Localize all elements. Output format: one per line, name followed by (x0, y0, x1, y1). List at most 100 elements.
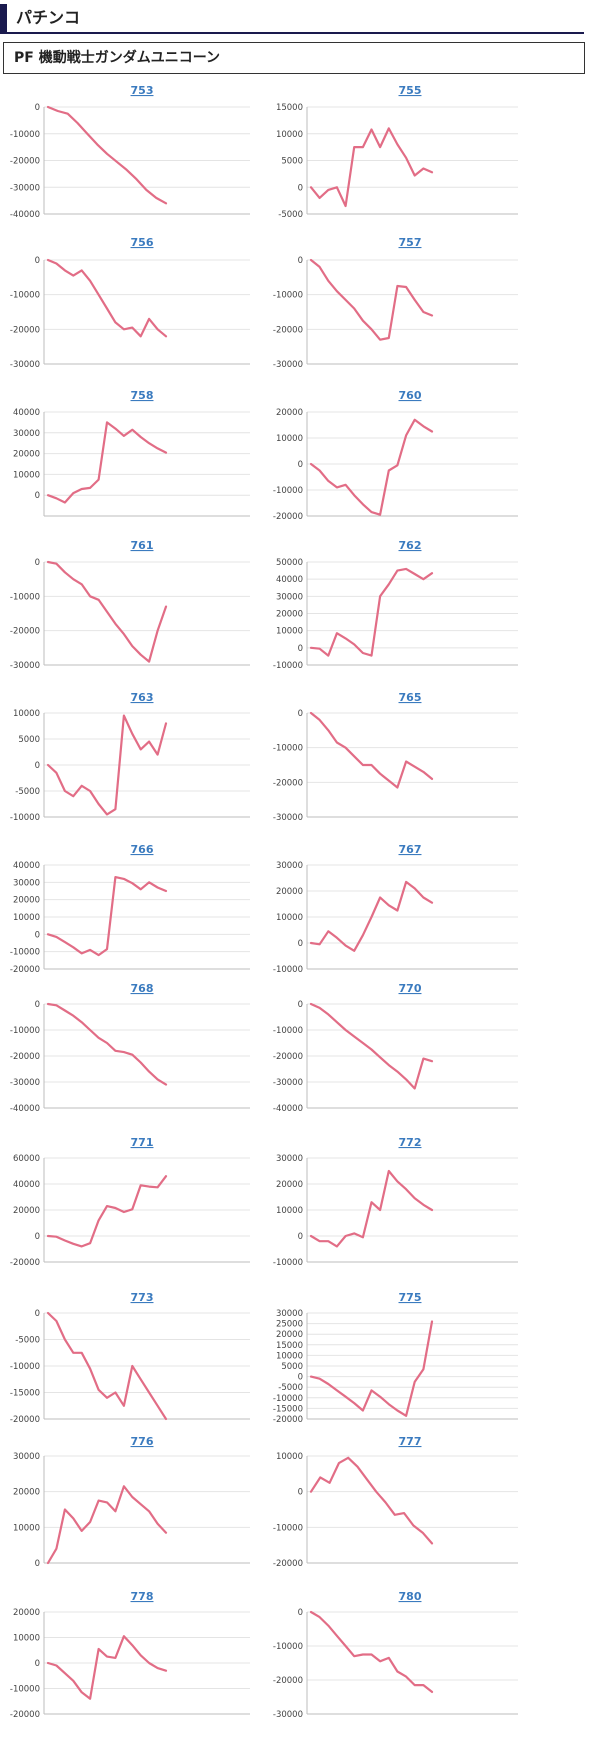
tick-label: -10000 (10, 813, 40, 823)
series-line (309, 880, 434, 952)
series-line (309, 1320, 434, 1417)
tick-label: -10000 (10, 1685, 40, 1695)
tick-label: 40000 (13, 861, 40, 871)
chart-title[interactable]: 768 (131, 982, 154, 995)
tick-label: -20000 (10, 627, 40, 637)
tick-label: 10000 (276, 1351, 303, 1361)
chart-title[interactable]: 767 (399, 843, 422, 856)
tick-label: 15000 (276, 103, 303, 113)
chart-title[interactable]: 760 (399, 389, 422, 402)
tick-label: 10000 (276, 434, 303, 444)
chart-title[interactable]: 756 (131, 236, 154, 249)
chart-title[interactable]: 753 (131, 84, 154, 97)
tick-label: 30000 (13, 1452, 40, 1462)
tick-label: -20000 (273, 1052, 303, 1062)
tick-label: -10000 (10, 291, 40, 301)
tick-label: -10000 (273, 1523, 303, 1533)
machine-name: PF 機動戦士ガンダムユニコーン (14, 50, 220, 66)
chart-763: 763 10000 5000 0 -5000 -10000 (10, 691, 250, 823)
tick-label: 0 (298, 256, 303, 266)
tick-label: -30000 (273, 1710, 303, 1720)
tick-label: 0 (298, 1488, 303, 1498)
tick-label: 0 (35, 558, 40, 568)
chart-title[interactable]: 765 (399, 691, 422, 704)
chart-772: 772 30000 20000 10000 0 -10000 (273, 1136, 518, 1268)
chart-title[interactable]: 776 (131, 1435, 154, 1448)
tick-label: 30000 (276, 1309, 303, 1319)
tick-label: 20000 (13, 450, 40, 460)
tick-label: 0 (298, 1232, 303, 1242)
tick-label: 20000 (276, 1180, 303, 1190)
tick-label: 20000 (13, 1488, 40, 1498)
tick-label: -10000 (273, 1258, 303, 1268)
chart-title[interactable]: 762 (399, 539, 422, 552)
chart-title[interactable]: 757 (399, 236, 422, 249)
series-line (309, 711, 434, 789)
tick-label: -20000 (10, 1415, 40, 1425)
chart-title[interactable]: 775 (399, 1291, 422, 1304)
tick-label: 5000 (18, 735, 40, 745)
tick-label: 0 (35, 1559, 40, 1569)
tick-label: 0 (298, 709, 303, 719)
chart-title[interactable]: 771 (131, 1136, 154, 1149)
tick-label: -40000 (10, 1104, 40, 1114)
tick-label: -10000 (273, 661, 303, 671)
chart-title[interactable]: 761 (131, 539, 154, 552)
tick-label: -10000 (10, 130, 40, 140)
tick-label: 40000 (13, 408, 40, 418)
tick-label: -20000 (10, 965, 40, 975)
tick-label: 30000 (13, 878, 40, 888)
chart-title[interactable]: 772 (399, 1136, 422, 1149)
series-line (46, 875, 168, 957)
tick-label: 10000 (276, 1452, 303, 1462)
chart-title[interactable]: 758 (131, 389, 154, 402)
tick-label: 0 (298, 644, 303, 654)
tick-label: -20000 (10, 1052, 40, 1062)
chart-766: 766 40000 30000 20000 10000 0 -10000 -20000 (10, 843, 250, 975)
tick-label: 40000 (13, 1180, 40, 1190)
chart-776: 776 30000 20000 10000 0 (13, 1435, 250, 1569)
tick-label: 0 (35, 1000, 40, 1010)
tick-label: -40000 (10, 210, 40, 220)
tick-label: -10000 (273, 1394, 303, 1404)
tick-label: -20000 (10, 1710, 40, 1720)
chart-title[interactable]: 770 (399, 982, 422, 995)
machine-name-box: PF 機動戦士ガンダムユニコーン (3, 42, 585, 74)
tick-label: 0 (35, 761, 40, 771)
tick-label: 25000 (276, 1320, 303, 1330)
tick-label: 20000 (13, 896, 40, 906)
series-line (309, 1456, 434, 1545)
tick-label: 0 (35, 1232, 40, 1242)
tick-label: 20000 (276, 887, 303, 897)
series-line (46, 560, 168, 663)
tick-label: -20000 (273, 325, 303, 335)
chart-title[interactable]: 763 (131, 691, 154, 704)
tick-label: 30000 (13, 429, 40, 439)
series-line (309, 1169, 434, 1248)
tick-label: 0 (35, 1309, 40, 1319)
series-line (46, 714, 168, 816)
tick-label: 10000 (13, 1634, 40, 1644)
chart-title[interactable]: 778 (131, 1590, 154, 1603)
tick-label: -10000 (10, 1026, 40, 1036)
tick-label: 60000 (13, 1154, 40, 1164)
chart-780: 780 0 -10000 -20000 -30000 (273, 1590, 518, 1720)
chart-778: 778 20000 10000 0 -10000 -20000 (10, 1590, 250, 1720)
tick-label: -20000 (10, 1258, 40, 1268)
tick-label: -10000 (273, 744, 303, 754)
series-line (309, 567, 434, 657)
tick-label: -10000 (273, 1642, 303, 1652)
chart-title[interactable]: 773 (131, 1291, 154, 1304)
chart-title[interactable]: 755 (399, 84, 422, 97)
tick-label: 0 (298, 1000, 303, 1010)
tick-label: -10000 (10, 1362, 40, 1372)
tick-label: -15000 (273, 1404, 303, 1414)
chart-title[interactable]: 777 (399, 1435, 422, 1448)
series-line (46, 1002, 168, 1086)
chart-title[interactable]: 780 (399, 1590, 422, 1603)
chart-title[interactable]: 766 (131, 843, 154, 856)
series-line (46, 421, 168, 504)
chart-762: 762 50000 40000 30000 20000 10000 0 -10000 (273, 539, 518, 671)
chart-773: 773 0 -5000 -10000 -15000 -20000 (10, 1291, 250, 1425)
